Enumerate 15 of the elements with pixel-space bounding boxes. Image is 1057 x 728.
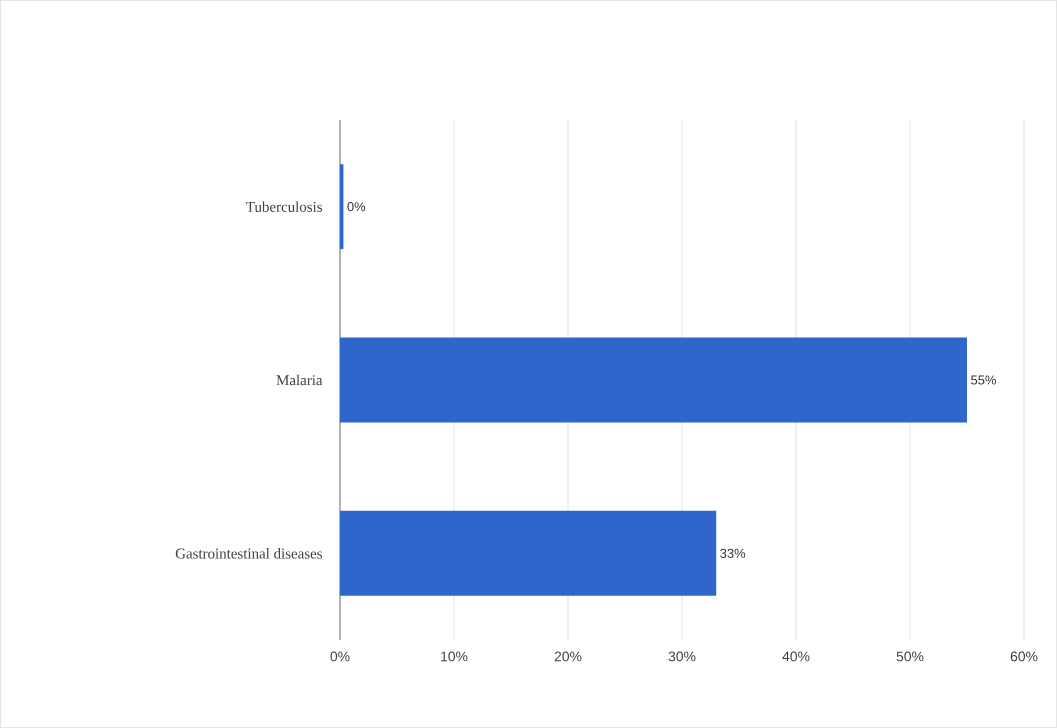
- data-label: 0%: [347, 202, 366, 212]
- y-tick-label: Malaria: [276, 374, 323, 386]
- x-tick-label: 20%: [554, 651, 582, 662]
- y-tick-label: Tuberculosis: [246, 201, 322, 212]
- bar: [340, 337, 968, 423]
- y-tick-label: Gastrointestinal diseases: [175, 548, 322, 559]
- x-tick-label: 40%: [782, 651, 810, 662]
- x-tick-label: 0%: [330, 651, 350, 662]
- data-label: 55%: [971, 375, 996, 385]
- x-tick-label: 50%: [896, 651, 924, 662]
- x-tick-label: 10%: [441, 651, 468, 662]
- data-label: 33%: [720, 548, 746, 558]
- x-tick-label: 30%: [668, 651, 696, 662]
- bar: [340, 510, 717, 596]
- x-tick-label: 60%: [1010, 651, 1038, 662]
